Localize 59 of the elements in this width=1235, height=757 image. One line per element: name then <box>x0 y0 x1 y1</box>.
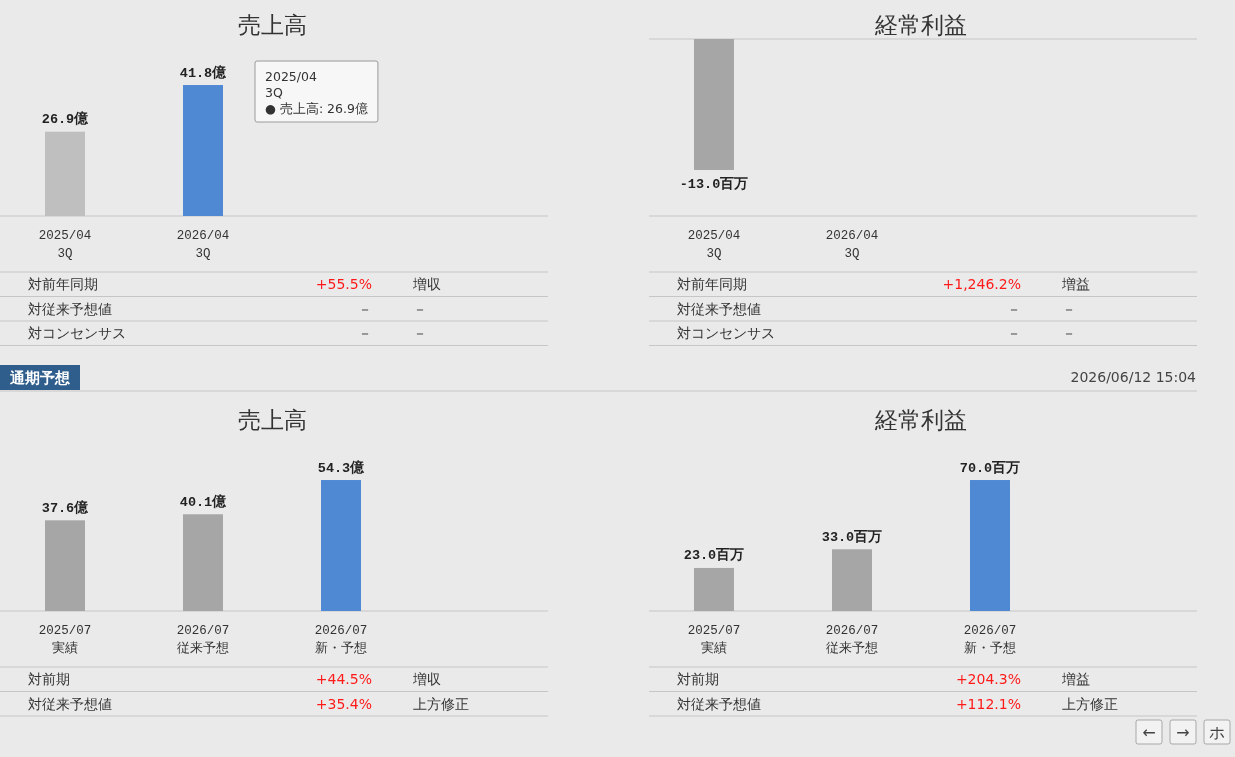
chart-title: 売上高 <box>237 12 307 38</box>
x-tick-label: 2026/07 従来予想 <box>825 624 879 656</box>
x-tick-label: 2025/04 3Q <box>687 229 741 261</box>
text: 増収 <box>412 276 441 293</box>
data-label: 54.3億 <box>317 458 366 476</box>
data-label: 70.0百万 <box>959 460 1021 476</box>
data-label: 40.1億 <box>179 492 228 510</box>
data-label: 23.0百万 <box>683 548 745 564</box>
x-tick-label: 2025/04 3Q <box>38 229 92 261</box>
text: 上方修正 <box>1062 695 1118 712</box>
text: 対前年同期 <box>28 276 98 293</box>
text: 増収 <box>412 671 441 688</box>
text: 対従来予想値 <box>677 695 761 712</box>
text: － <box>413 325 427 342</box>
text: +44.5% <box>315 671 372 688</box>
text: 対従来予想値 <box>28 695 112 712</box>
text: +55.5% <box>315 276 372 293</box>
x-tick-label: 2026/07 新・予想 <box>963 624 1017 656</box>
text: － <box>1062 300 1076 317</box>
x-tick-label: 2026/07 従来予想 <box>176 624 230 656</box>
data-label: 41.8億 <box>179 63 228 81</box>
x-tick-label: 2026/07 新・予想 <box>314 624 368 656</box>
text: 対コンセンサス <box>677 325 775 342</box>
text: － <box>358 325 372 342</box>
text: ← <box>1142 722 1156 742</box>
text: +1,246.2% <box>942 276 1021 293</box>
text: +204.3% <box>955 671 1021 688</box>
x-tick-label: 2026/04 3Q <box>825 229 879 261</box>
text: 対前期 <box>677 671 719 688</box>
x-tick-label: 2025/07 実績 <box>38 624 92 656</box>
text: +112.1% <box>955 695 1021 712</box>
text: － <box>358 300 372 317</box>
annotation: 2025/04 3Q ● 売上高: 26.9億 <box>265 68 368 115</box>
text: － <box>413 300 427 317</box>
text: 2026/06/12 15:04 <box>1070 369 1197 385</box>
chart-title: 経常利益 <box>874 407 967 433</box>
text: 通期予想 <box>9 369 71 387</box>
text: ホ <box>1209 722 1225 742</box>
data-label: 33.0百万 <box>821 529 883 545</box>
text: 対前年同期 <box>677 276 747 293</box>
text: 対前期 <box>28 671 70 688</box>
text: 対コンセンサス <box>28 325 126 342</box>
text: － <box>1062 325 1076 342</box>
text: +35.4% <box>315 695 372 712</box>
chart-title: 売上高 <box>237 407 307 433</box>
text: 対従来予想値 <box>28 300 112 317</box>
text: 増益 <box>1061 276 1090 293</box>
text: 増益 <box>1061 671 1090 688</box>
text: － <box>1007 325 1021 342</box>
text: 上方修正 <box>413 695 469 712</box>
text: 対従来予想値 <box>677 300 761 317</box>
data-label: 37.6億 <box>41 498 90 516</box>
chart-title: 経常利益 <box>874 12 967 38</box>
text: → <box>1176 722 1190 742</box>
data-label: -13.0百万 <box>679 177 749 193</box>
text: － <box>1007 300 1021 317</box>
x-tick-label: 2026/04 3Q <box>176 229 230 261</box>
data-label: 26.9億 <box>41 110 90 128</box>
x-tick-label: 2025/07 実績 <box>687 624 741 656</box>
